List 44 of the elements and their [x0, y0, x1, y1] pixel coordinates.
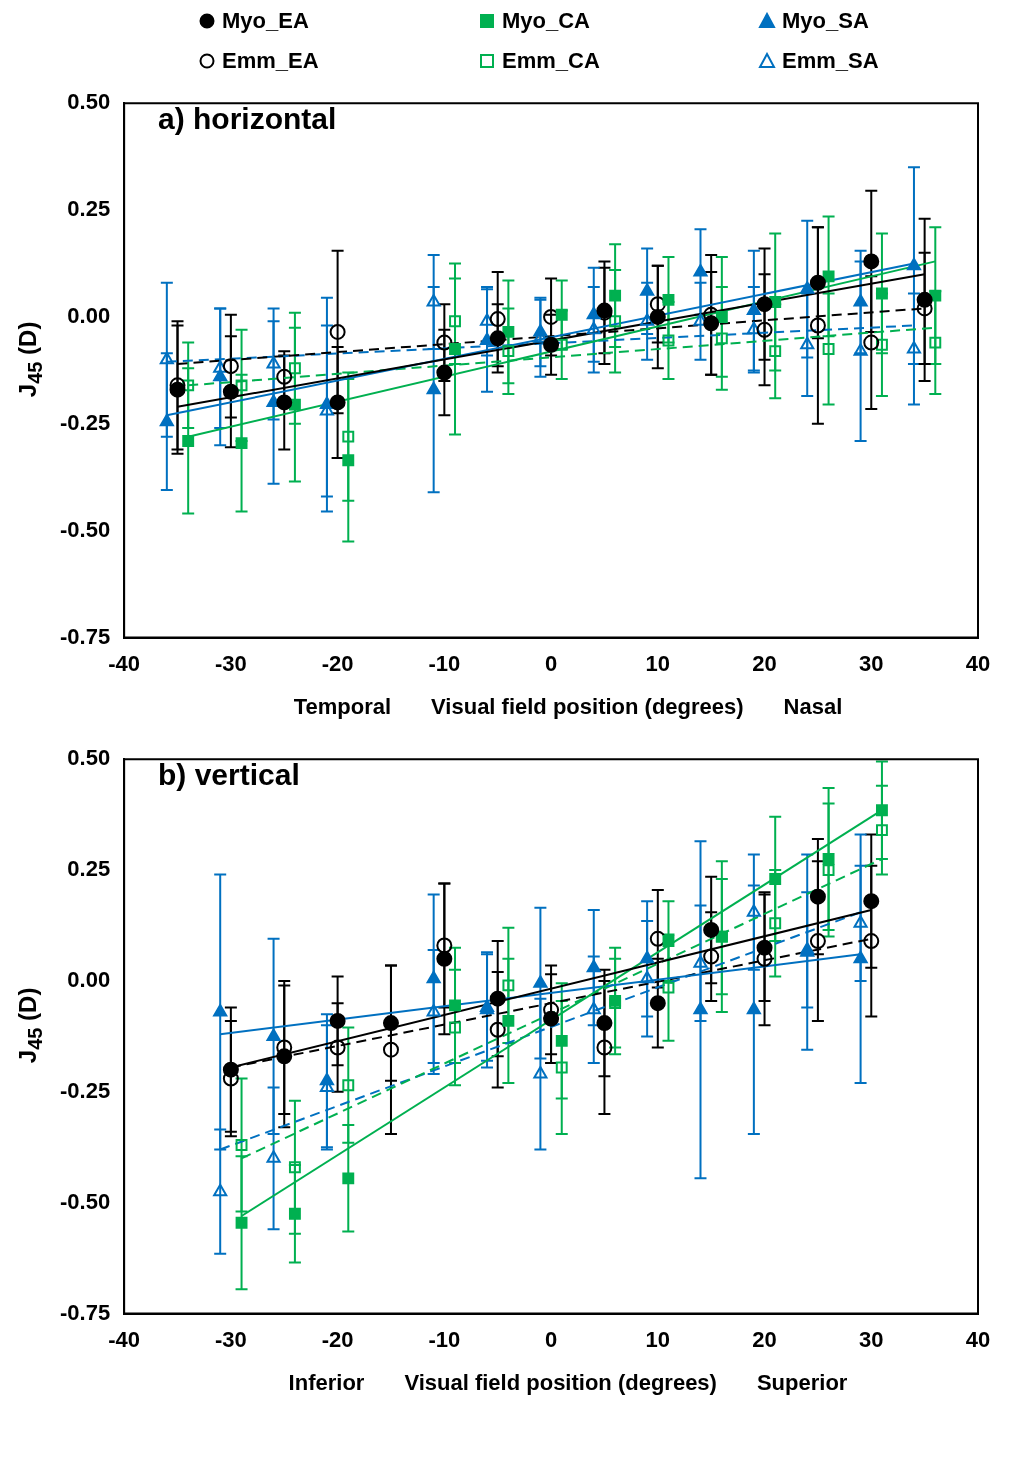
x-axis-title: Visual field position (degrees): [404, 1370, 717, 1396]
x-tick-label: 30: [859, 1326, 884, 1352]
y-tick-label: 0.00: [67, 967, 111, 993]
text: Temporal: [293, 694, 392, 720]
text: Superior: [756, 1370, 848, 1396]
y-tick-label: 0.25: [67, 196, 111, 222]
x-tick-label: 30: [859, 650, 884, 676]
y-tick-label: -0.50: [59, 516, 111, 542]
x-tick-label: 40: [965, 650, 991, 676]
y-tick-label: -0.25: [59, 409, 111, 435]
x-tick-label: 10: [645, 1326, 671, 1352]
legend-label: Myo_CA: [502, 8, 591, 34]
legend-label: Myo_SA: [782, 8, 869, 34]
x-tick-label: -30: [214, 1326, 247, 1352]
legend-label: Emm_SA: [782, 48, 879, 74]
y-tick-label: -0.75: [59, 1299, 111, 1325]
y-tick-label: 0.50: [67, 745, 111, 771]
y-tick-label: -0.75: [59, 623, 111, 649]
chart-title: a) horizontal: [158, 102, 337, 136]
x-tick-label: -30: [214, 650, 247, 676]
x-tick-label: -20: [321, 650, 354, 676]
text: Nasal: [783, 694, 843, 720]
legend-label: Emm_CA: [502, 48, 600, 74]
legend-label: Myo_EA: [222, 8, 309, 34]
x-tick-label: 20: [752, 650, 777, 676]
legend-label: Emm_EA: [222, 48, 319, 74]
x-tick-label: 0: [544, 1326, 558, 1352]
y-tick-label: 0.25: [67, 856, 111, 882]
text: Inferior: [288, 1370, 365, 1396]
y-tick-label: -0.50: [59, 1188, 111, 1214]
x-tick-label: -20: [321, 1326, 354, 1352]
x-tick-label: -10: [428, 1326, 461, 1352]
x-tick-label: -10: [428, 650, 461, 676]
y-tick-label: 0.50: [67, 89, 111, 115]
x-tick-label: -40: [108, 650, 141, 676]
y-tick-label: -0.25: [59, 1077, 111, 1103]
y-tick-label: 0.00: [67, 303, 111, 329]
x-tick-label: 40: [965, 1326, 991, 1352]
x-tick-label: 20: [752, 1326, 777, 1352]
x-tick-label: -40: [108, 1326, 141, 1352]
x-tick-label: 10: [645, 650, 671, 676]
x-axis-title: Visual field position (degrees): [431, 694, 744, 720]
x-tick-label: 0: [544, 650, 558, 676]
chart-title: b) vertical: [158, 758, 300, 792]
